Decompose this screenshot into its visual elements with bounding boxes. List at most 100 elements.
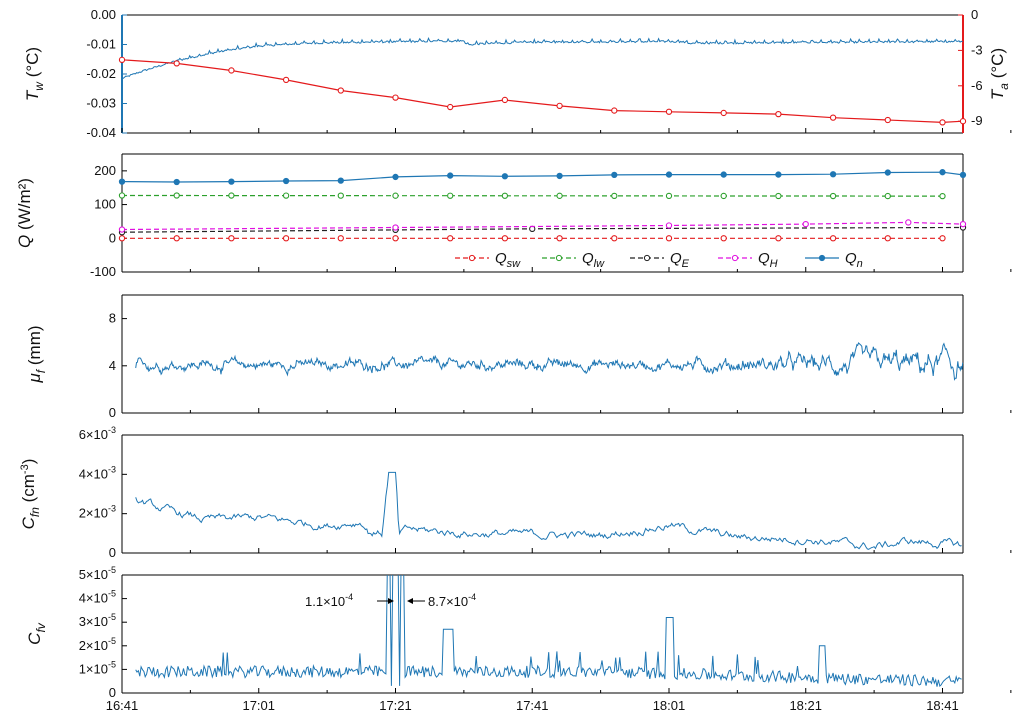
panel-water-air-temperature: 0.00 -0.01 -0.02 -0.03 -0.04 0 -3 -6 -9 Tw (°C) Ta… <box>23 7 1012 140</box>
flux-marker <box>173 235 180 242</box>
flux-marker <box>282 177 290 185</box>
flux-marker <box>829 192 837 200</box>
flux-marker <box>118 235 126 242</box>
flux-marker <box>282 192 290 199</box>
y-tick-label: 2×10-5 <box>79 636 116 653</box>
series-q-lw <box>122 194 943 197</box>
flux-marker <box>337 235 344 242</box>
y-axis-label: Cfn (cm-3) <box>19 459 42 530</box>
flux-marker <box>939 235 946 242</box>
flux-marker <box>228 235 235 242</box>
flux-marker <box>228 178 235 185</box>
y-tick-label: 0.00 <box>91 7 116 22</box>
air-temperature-marker <box>337 87 344 94</box>
y-tick-label: -0.01 <box>86 37 116 52</box>
legend-marker <box>643 254 651 262</box>
air-temperature-marker <box>556 102 563 110</box>
flux-marker <box>447 235 454 242</box>
legend-label: QH <box>758 250 778 270</box>
x-tick-label: 18:41 <box>926 698 959 713</box>
flux-marker <box>447 172 454 179</box>
y-tick-label: 1×10-5 <box>79 659 116 676</box>
air-temperature-marker <box>228 67 235 74</box>
flux-marker <box>447 192 454 199</box>
flux-marker <box>775 192 782 200</box>
panel-mu-f: 8 4 0 μf (mm) <box>25 294 1012 420</box>
flux-marker <box>392 224 399 231</box>
air-temperature-marker <box>447 103 454 111</box>
y-tick-label: 4 <box>109 358 116 373</box>
series-c-fv <box>135 575 962 688</box>
series-water-temperature <box>121 37 963 79</box>
y-tick-label: 5×10-5 <box>79 565 116 582</box>
x-tick-label: 17:21 <box>379 698 412 713</box>
flux-marker <box>665 171 673 178</box>
flux-marker <box>665 235 673 242</box>
flux-marker <box>337 177 344 184</box>
air-temperature-marker <box>173 60 180 67</box>
flux-marker <box>611 171 618 179</box>
y-tick-label: 3×10-5 <box>79 612 116 629</box>
legend-marker <box>731 254 739 262</box>
legend-label: Qsw <box>495 250 521 270</box>
flux-marker <box>775 235 782 242</box>
y-tick-label: 0 <box>971 7 978 22</box>
y-tick-label: -0.02 <box>86 66 116 81</box>
flux-marker <box>775 171 782 178</box>
air-temperature-marker <box>720 109 727 117</box>
y-tick-label: -9 <box>971 113 983 128</box>
legend-label: Qn <box>845 250 863 270</box>
air-temperature-marker <box>611 107 618 114</box>
flux-marker <box>556 235 563 242</box>
panel-heat-flux: 200 100 0 -100 Q (W/m²) Qsw Qlw QE QH Qn <box>15 153 1012 279</box>
x-tick-label: 17:01 <box>242 698 275 713</box>
flux-marker <box>611 235 618 242</box>
air-temperature-marker <box>939 119 946 126</box>
y-tick-label: -0.04 <box>86 125 116 140</box>
flux-marker <box>392 192 399 199</box>
flux-marker <box>173 178 180 186</box>
flux-marker <box>118 192 126 199</box>
air-temperature-marker <box>959 118 967 125</box>
series-air-temperature <box>121 59 964 124</box>
air-temperature-marker <box>829 114 837 121</box>
series-mu-f <box>135 342 964 381</box>
y-tick-label: 200 <box>94 163 116 178</box>
annotation-off-scale-2: 8.7×10-4 <box>428 592 476 609</box>
flux-marker <box>118 226 126 233</box>
flux-marker <box>720 192 727 200</box>
air-temperature-marker <box>118 56 126 63</box>
y-tick-label: 0 <box>109 405 116 420</box>
flux-marker <box>501 173 509 180</box>
y-axis-label: Q (W/m²) <box>15 178 34 248</box>
flux-marker <box>282 235 290 242</box>
flux-marker <box>829 235 837 242</box>
x-tick-label: 18:21 <box>789 698 822 713</box>
flux-marker <box>392 235 399 242</box>
x-tick-label: 16:41 <box>106 698 139 713</box>
flux-marker <box>118 178 126 185</box>
air-temperature-marker <box>282 76 290 84</box>
y-tick-label: 0 <box>109 230 116 245</box>
flux-marker <box>228 192 235 199</box>
flux-marker <box>939 192 946 200</box>
x-tick-label: 18:01 <box>653 698 686 713</box>
flux-marker <box>905 219 912 226</box>
air-temperature-marker <box>884 116 891 124</box>
air-temperature-marker <box>501 96 509 104</box>
y-tick-label: -100 <box>90 264 116 279</box>
flux-marker <box>939 169 946 176</box>
flux-marker <box>884 235 891 242</box>
y-tick-label: 2×10-3 <box>79 504 116 521</box>
air-temperature-marker <box>665 108 673 115</box>
air-temperature-marker <box>392 94 399 101</box>
legend-label: Qlw <box>582 250 605 270</box>
flux-marker <box>720 235 727 242</box>
y-tick-label: 0 <box>109 685 116 700</box>
flux-marker <box>392 173 399 181</box>
y-tick-label: -3 <box>971 42 983 57</box>
panel-c-fv: 5×10-5 4×10-5 3×10-5 2×10-5 1×10-5 0 Cfv 1.1×10… <box>25 565 1012 713</box>
flux-marker <box>720 171 727 178</box>
y-axis-label: Tw (°C) <box>23 47 46 101</box>
y-tick-label: -6 <box>971 78 983 93</box>
